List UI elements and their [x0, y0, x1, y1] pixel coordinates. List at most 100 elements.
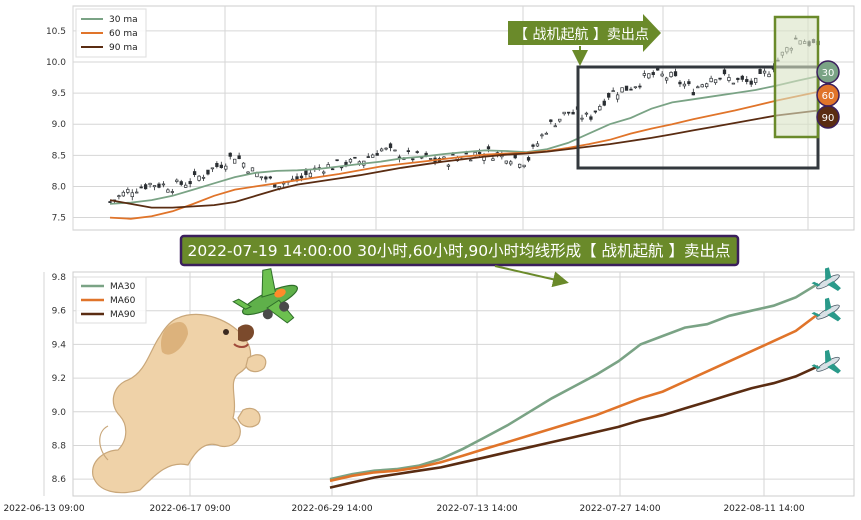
candle-body [241, 162, 246, 168]
candle-body [246, 171, 250, 174]
candle-body [727, 77, 731, 81]
x-tick-label: 2022-06-13 09:00 [3, 504, 84, 514]
candle-body [664, 77, 669, 81]
candle-body [642, 73, 646, 76]
toy-airplane-icon [232, 268, 298, 324]
x-tick-label: 2022-07-27 14:00 [579, 504, 660, 514]
top-ma-lines [109, 75, 819, 220]
candle-body [264, 176, 268, 180]
candle-body [660, 73, 664, 77]
x-tick-label: 2022-06-17 09:00 [149, 504, 230, 514]
candle-body [121, 191, 126, 197]
bottom-legend-ma60: MA60 [110, 296, 136, 306]
airplane-tail [811, 312, 821, 317]
sell-point-banner-text: 【 战机起航 】卖出点 [514, 27, 649, 43]
bottom-y-tick-label: 9.2 [52, 374, 66, 384]
candle-body [379, 148, 384, 152]
top-legend-ma60: 60 ma [109, 29, 138, 39]
candle-body [754, 77, 758, 83]
airplane-icon [811, 297, 841, 322]
top-legend-ma30: 30 ma [109, 15, 138, 25]
top-legend-ma90: 90 ma [109, 43, 138, 53]
top-y-tick-label: 9.5 [52, 89, 66, 99]
candle-body [682, 83, 687, 87]
signal-banner: 2022-07-19 14:00:00 30小时,60小时,90小时均线形成【 … [179, 234, 740, 288]
candle-body [544, 132, 549, 135]
candle-body [206, 169, 210, 175]
candle-body [477, 151, 482, 155]
candle-body [139, 186, 143, 189]
signal-banner-text: 2022-07-19 14:00:00 30小时,60小时,90小时均线形成【 … [188, 242, 731, 260]
candle-body [491, 158, 495, 161]
candle-body [161, 183, 166, 186]
candle-body [384, 147, 388, 150]
candle-body [540, 134, 544, 137]
bottom-y-tick-label: 9.6 [52, 307, 67, 317]
candle-body [531, 144, 535, 147]
candle-body [700, 84, 704, 88]
x-tick-label: 2022-08-11 14:00 [723, 504, 804, 514]
bottom-ma-line [329, 282, 819, 481]
ma-end-badge-label: 60 [822, 91, 835, 102]
top-ma-line [109, 91, 819, 220]
candle-body [268, 176, 272, 179]
airplane-icon [811, 349, 841, 374]
bottom-y-tick-label: 9.0 [52, 408, 67, 418]
candle-body [406, 150, 410, 152]
bottom-ma-lines [329, 282, 819, 489]
candle-body [393, 149, 397, 152]
sell-point-highlight [773, 15, 820, 139]
candle-body [126, 189, 130, 193]
candle-body [566, 111, 571, 114]
candle-body [687, 81, 691, 85]
candle-body [299, 175, 304, 179]
ma-end-badge [816, 60, 840, 84]
airplane-wing [824, 267, 832, 282]
candle-body [486, 146, 491, 150]
candle-body [562, 111, 566, 115]
candle-body [469, 159, 473, 162]
candle-body [749, 80, 753, 85]
candle-body [647, 73, 651, 79]
sell-point-banner: 【 战机起航 】卖出点 [508, 14, 661, 66]
top-ma-line [109, 109, 819, 209]
candle-body [215, 163, 219, 167]
candle-body [335, 159, 339, 162]
candle-body [638, 85, 642, 88]
top-ma-line [109, 75, 819, 205]
candle-body [219, 164, 223, 169]
dog-icon [92, 313, 267, 494]
candle-body [509, 161, 513, 165]
ma-end-badges: 30 60 90 [816, 60, 840, 129]
candle-body [170, 191, 174, 193]
top-legend: 30 ma 60 ma 90 ma [75, 8, 147, 58]
candle-body [651, 72, 655, 76]
bottom-legend: MA30 MA60 MA90 [75, 276, 147, 324]
candle-body [192, 171, 197, 176]
candle-body [696, 86, 700, 89]
bottom-y-tick-label: 8.6 [52, 475, 67, 485]
airplane-wing [827, 281, 841, 292]
candle-body [228, 152, 232, 157]
candle-body [767, 73, 771, 78]
candle-body [322, 171, 326, 174]
candle-body [553, 125, 557, 128]
candle-body [148, 182, 152, 186]
candle-body [705, 83, 709, 88]
top-panel: 7.5 8.0 8.5 9.0 9.5 10.0 10.5 30 ma 60 ma 90 m… [46, 5, 855, 231]
candle-body [348, 158, 353, 163]
candle-body [411, 158, 415, 161]
candle-body [624, 85, 629, 91]
candle-body [428, 158, 433, 160]
x-tick-label: 2022-06-29 14:00 [291, 504, 372, 514]
candle-body [522, 164, 526, 168]
candle-body [353, 156, 357, 159]
candle-body [175, 179, 179, 182]
ma-end-badge [816, 105, 840, 129]
candle-body [210, 167, 215, 170]
candle-body [620, 87, 624, 93]
top-plot-frame [72, 5, 855, 231]
candle-body [504, 160, 508, 164]
airplane-wing [827, 311, 841, 322]
candle-body [179, 181, 183, 185]
